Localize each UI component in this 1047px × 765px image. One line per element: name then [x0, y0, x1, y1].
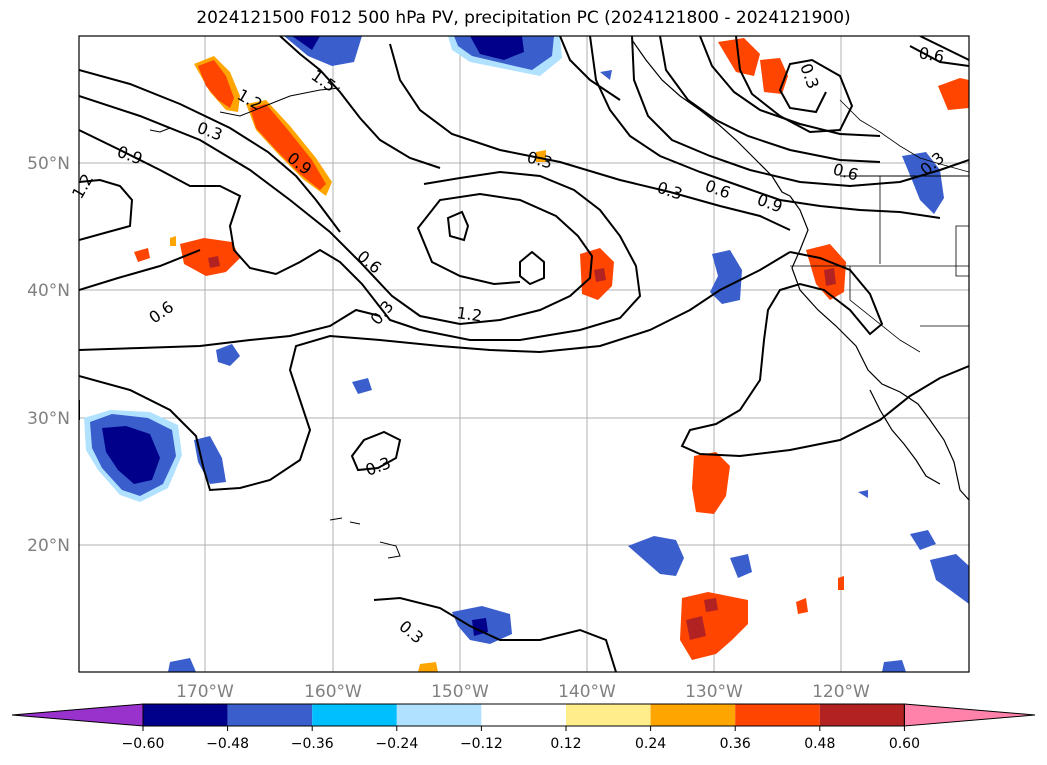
colorbar-extend-high [903, 703, 1036, 727]
colorbar-segment [227, 704, 313, 726]
contour-label: 0.6 [917, 43, 945, 66]
colorbar-segment [650, 704, 736, 726]
contour-label: 0.3 [796, 61, 823, 91]
lon-label: 130°W [685, 682, 743, 702]
pv-contours [79, 36, 969, 672]
contour-label: 0.9 [755, 190, 785, 217]
positive-precip-areas [134, 38, 969, 672]
colorbar-tick-label: 0.36 [720, 736, 751, 752]
contour-label: 1.2 [68, 170, 97, 202]
colorbar-extend-low [11, 703, 144, 727]
colorbar-segment [143, 704, 228, 726]
lat-label: 30°N [27, 409, 70, 429]
gridlines [79, 36, 969, 672]
lon-label: 140°W [558, 682, 616, 702]
contour-label: 0.3 [367, 297, 398, 329]
lon-label: 170°W [176, 682, 234, 702]
map-title: 2024121500 F012 500 hPa PV, precipitatio… [196, 8, 851, 28]
lon-label: 150°W [431, 682, 489, 702]
lat-label: 40°N [27, 281, 70, 301]
colorbar-tick-label: −0.24 [375, 736, 418, 752]
contour-label: 0.3 [395, 617, 427, 648]
contour-label: 0.9 [115, 142, 145, 169]
contour-label: 0.6 [145, 297, 177, 327]
lon-label: 160°W [304, 682, 362, 702]
colorbar-segment [312, 704, 397, 726]
colorbar-tick-label: −0.48 [206, 736, 249, 752]
latitude-labels: 50°N 40°N 30°N 20°N [27, 154, 70, 556]
colorbar-tick-label: 0.48 [804, 736, 835, 752]
contour-label: 0.3 [655, 178, 685, 204]
coastlines [149, 39, 969, 559]
precipitation-shading [84, 36, 969, 672]
contour-label: 0.6 [353, 247, 385, 278]
map-frame [78, 35, 970, 673]
lon-label: 120°W [812, 682, 870, 702]
contour-label: 0.6 [703, 176, 733, 203]
contour-label: 0.3 [363, 453, 393, 480]
colorbar-tick-label: −0.60 [122, 736, 165, 752]
colorbar-segment [735, 704, 820, 726]
colorbar-segment [481, 704, 566, 726]
colorbar-segment [396, 704, 482, 726]
colorbar-tick-label: 0.60 [889, 736, 920, 752]
colorbar-segment [819, 704, 905, 726]
colorbar-tick-label: −0.36 [291, 736, 334, 752]
longitude-labels: 170°W 160°W 150°W 140°W 130°W 120°W [176, 682, 870, 702]
colorbar-tick-label: 0.12 [550, 736, 581, 752]
contour-label: 1.2 [455, 303, 483, 325]
lat-label: 50°N [27, 154, 70, 174]
colorbar-tick-label: 0.24 [635, 736, 666, 752]
colorbar-tick-label: −0.12 [460, 736, 503, 752]
colorbar-segment [566, 704, 651, 726]
colorbar-frame [142, 703, 905, 727]
lat-label: 20°N [27, 536, 70, 556]
contour-label: 0.3 [525, 148, 555, 173]
negative-precip-areas [84, 36, 969, 672]
colorbar: −0.60 −0.48 −0.36 −0.24 −0.12 0.12 0.24 0.36 0.4… [11, 703, 1036, 752]
